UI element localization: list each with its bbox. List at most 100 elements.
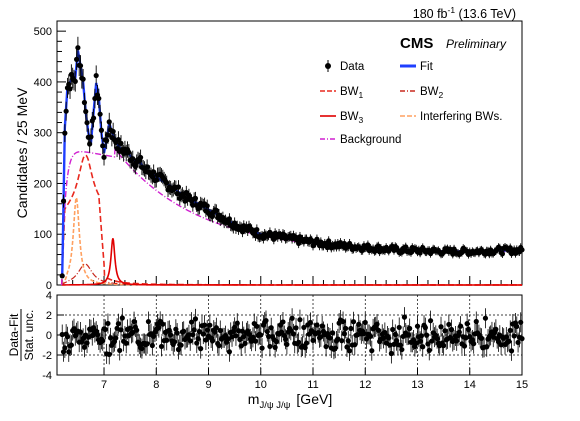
pull-point [84,340,90,346]
pull-point [134,327,140,333]
pull-point [123,340,129,346]
legend-interfering-label: Interfering BWs. [420,111,502,123]
pull-point [188,319,195,325]
data-point [93,72,99,79]
pull-point [144,341,150,347]
pull-point [356,321,362,327]
pull-point [156,325,162,331]
data-point [209,213,216,220]
pull-point [442,328,448,334]
pull-point [190,332,196,338]
data-point [144,164,150,170]
pull-x-tick-label: 10 [255,379,267,391]
pull-point [319,323,325,329]
bw3-curve [61,238,522,286]
data-point [72,78,78,84]
pull-point [335,336,341,342]
pull-point [508,348,515,354]
pull-point [168,332,174,338]
pull-point [115,321,121,327]
pull-point [195,335,201,342]
pull-point [506,338,512,344]
data-point [62,130,68,136]
pull-point [367,333,374,339]
pull-point [297,317,303,323]
pull-point [139,346,145,352]
data-point [75,45,81,51]
pull-point [145,318,152,325]
pull-point [392,331,398,337]
svg-text:Data-Fit: Data-Fit [7,313,21,356]
pull-point [174,330,180,336]
data-point [101,154,107,160]
pull-point [310,337,316,344]
pull-point [259,345,265,351]
legend-data-marker [325,63,331,69]
pull-point [303,340,310,346]
data-point [100,143,106,149]
pull-point [233,333,239,339]
pull-point [388,350,394,357]
pull-point [332,345,338,351]
pull-point [340,318,346,325]
pull-point [282,336,289,342]
main-y-tick-label: 500 [34,26,52,38]
pull-point [465,326,472,333]
data-point [499,251,506,257]
data-point [98,127,105,133]
pull-point [191,327,197,333]
pull-point [187,338,193,344]
pull-point [166,327,172,333]
data-point [192,195,199,201]
x-axis-label: mJ/ψ J/ψ [GeV] [248,391,332,411]
pull-point [456,329,462,335]
pull-point [200,331,206,337]
data-point [96,95,102,102]
data-point [115,137,121,143]
pull-point [293,325,299,331]
data-point [137,154,144,161]
pull-point [507,327,513,334]
pull-y-tick-label: 4 [46,290,52,302]
pull-point [417,338,423,344]
pull-point [107,335,114,341]
data-point [81,99,88,106]
data-point [105,132,111,138]
pull-point [414,323,421,329]
pull-x-tick-label: 14 [464,379,476,391]
pull-point [194,340,200,346]
pull-point [369,348,375,354]
pull-point [348,325,354,332]
main-y-tick-label: 200 [34,178,52,190]
pull-point [426,347,432,353]
pull-point [149,342,155,349]
pull-point [511,333,517,339]
pull-point [302,345,308,351]
main-y-tick-label: 0 [46,280,52,292]
pull-point [68,342,74,348]
pull-point [284,341,290,347]
pull-point [201,322,208,328]
pull-point [405,332,411,338]
pull-point [390,326,396,333]
pull-point [272,344,278,350]
pull-point [454,338,460,344]
pull-x-axis: 7 8 9 10 11 12 13 14 15 [101,368,528,391]
data-point [204,203,210,209]
pull-point [330,330,336,336]
pull-point [341,331,347,337]
data-points [59,36,525,279]
pull-point [438,324,444,330]
svg-text:Stat. unc.: Stat. unc. [22,310,36,361]
pull-y-axis-label: Data-Fit Stat. unc. [7,309,36,361]
pull-point [289,315,295,321]
pull-point [434,336,440,342]
pull-point [158,343,165,350]
pull-point [119,315,125,321]
pull-point [62,345,68,351]
pull-point [343,325,349,332]
pull-point [514,323,520,330]
main-y-axis-label: Candidates / 25 MeV [14,87,30,218]
pull-point [234,320,240,326]
pull-point [396,324,402,331]
